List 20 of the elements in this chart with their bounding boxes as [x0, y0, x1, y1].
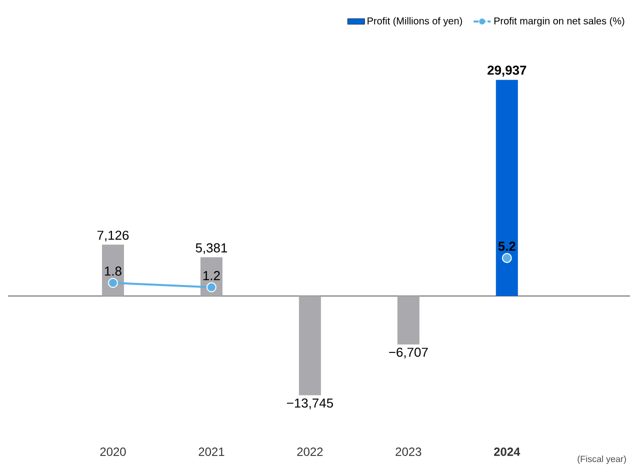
legend-label: Profit (Millions of yen): [368, 17, 462, 26]
data-label: 7,126: [97, 230, 129, 242]
bar: [298, 296, 321, 396]
data-label: 5,381: [196, 243, 228, 254]
x-tick-label: 2021: [198, 448, 224, 456]
x-tick-label: 2020: [100, 448, 126, 456]
x-tick-label: 2023: [396, 448, 422, 456]
bar: [102, 244, 124, 296]
data-label: −13,745: [286, 398, 333, 410]
bar: [496, 80, 518, 296]
data-label: 1.2: [203, 271, 220, 280]
legend-label: Profit margin on net sales (%): [494, 17, 624, 26]
x-tick-label: 2022: [297, 448, 323, 456]
x-tick-label: 2024: [494, 448, 520, 456]
data-label: 5.2: [498, 242, 516, 251]
data-label: 29,937: [488, 66, 526, 77]
data-label: 1.8: [104, 266, 122, 276]
x-axis-title: (Fiscal year): [578, 456, 626, 464]
bar: [397, 296, 420, 344]
data-label: −6,707: [389, 348, 428, 358]
